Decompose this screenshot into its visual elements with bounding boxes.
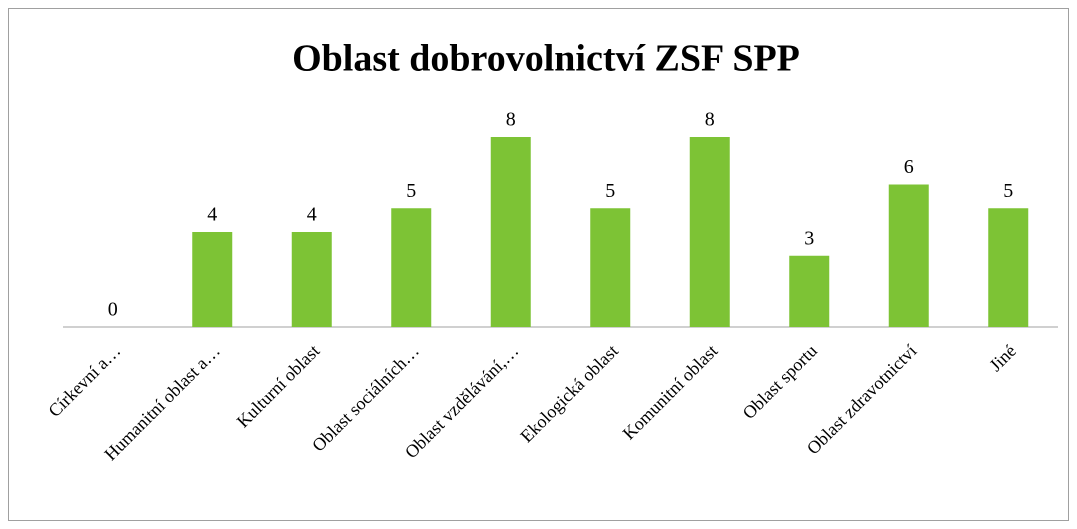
data-label: 4	[207, 204, 217, 226]
data-label: 8	[506, 109, 516, 131]
data-label: 5	[1003, 180, 1013, 202]
bar	[888, 184, 929, 327]
bar	[988, 208, 1029, 327]
data-label: 4	[307, 204, 317, 226]
data-label: 8	[705, 109, 715, 131]
bar	[490, 137, 531, 327]
bar	[689, 137, 730, 327]
chart-title: Oblast dobrovolnictví ZSF SPP	[292, 38, 800, 80]
data-label: 6	[904, 156, 914, 178]
data-label: 3	[804, 227, 814, 249]
bar	[391, 208, 432, 327]
data-label: 5	[406, 180, 416, 202]
bar	[590, 208, 631, 327]
bar	[291, 232, 332, 327]
data-label: 0	[108, 299, 118, 321]
bar	[192, 232, 233, 327]
data-label: 5	[605, 180, 615, 202]
bar	[789, 255, 830, 327]
